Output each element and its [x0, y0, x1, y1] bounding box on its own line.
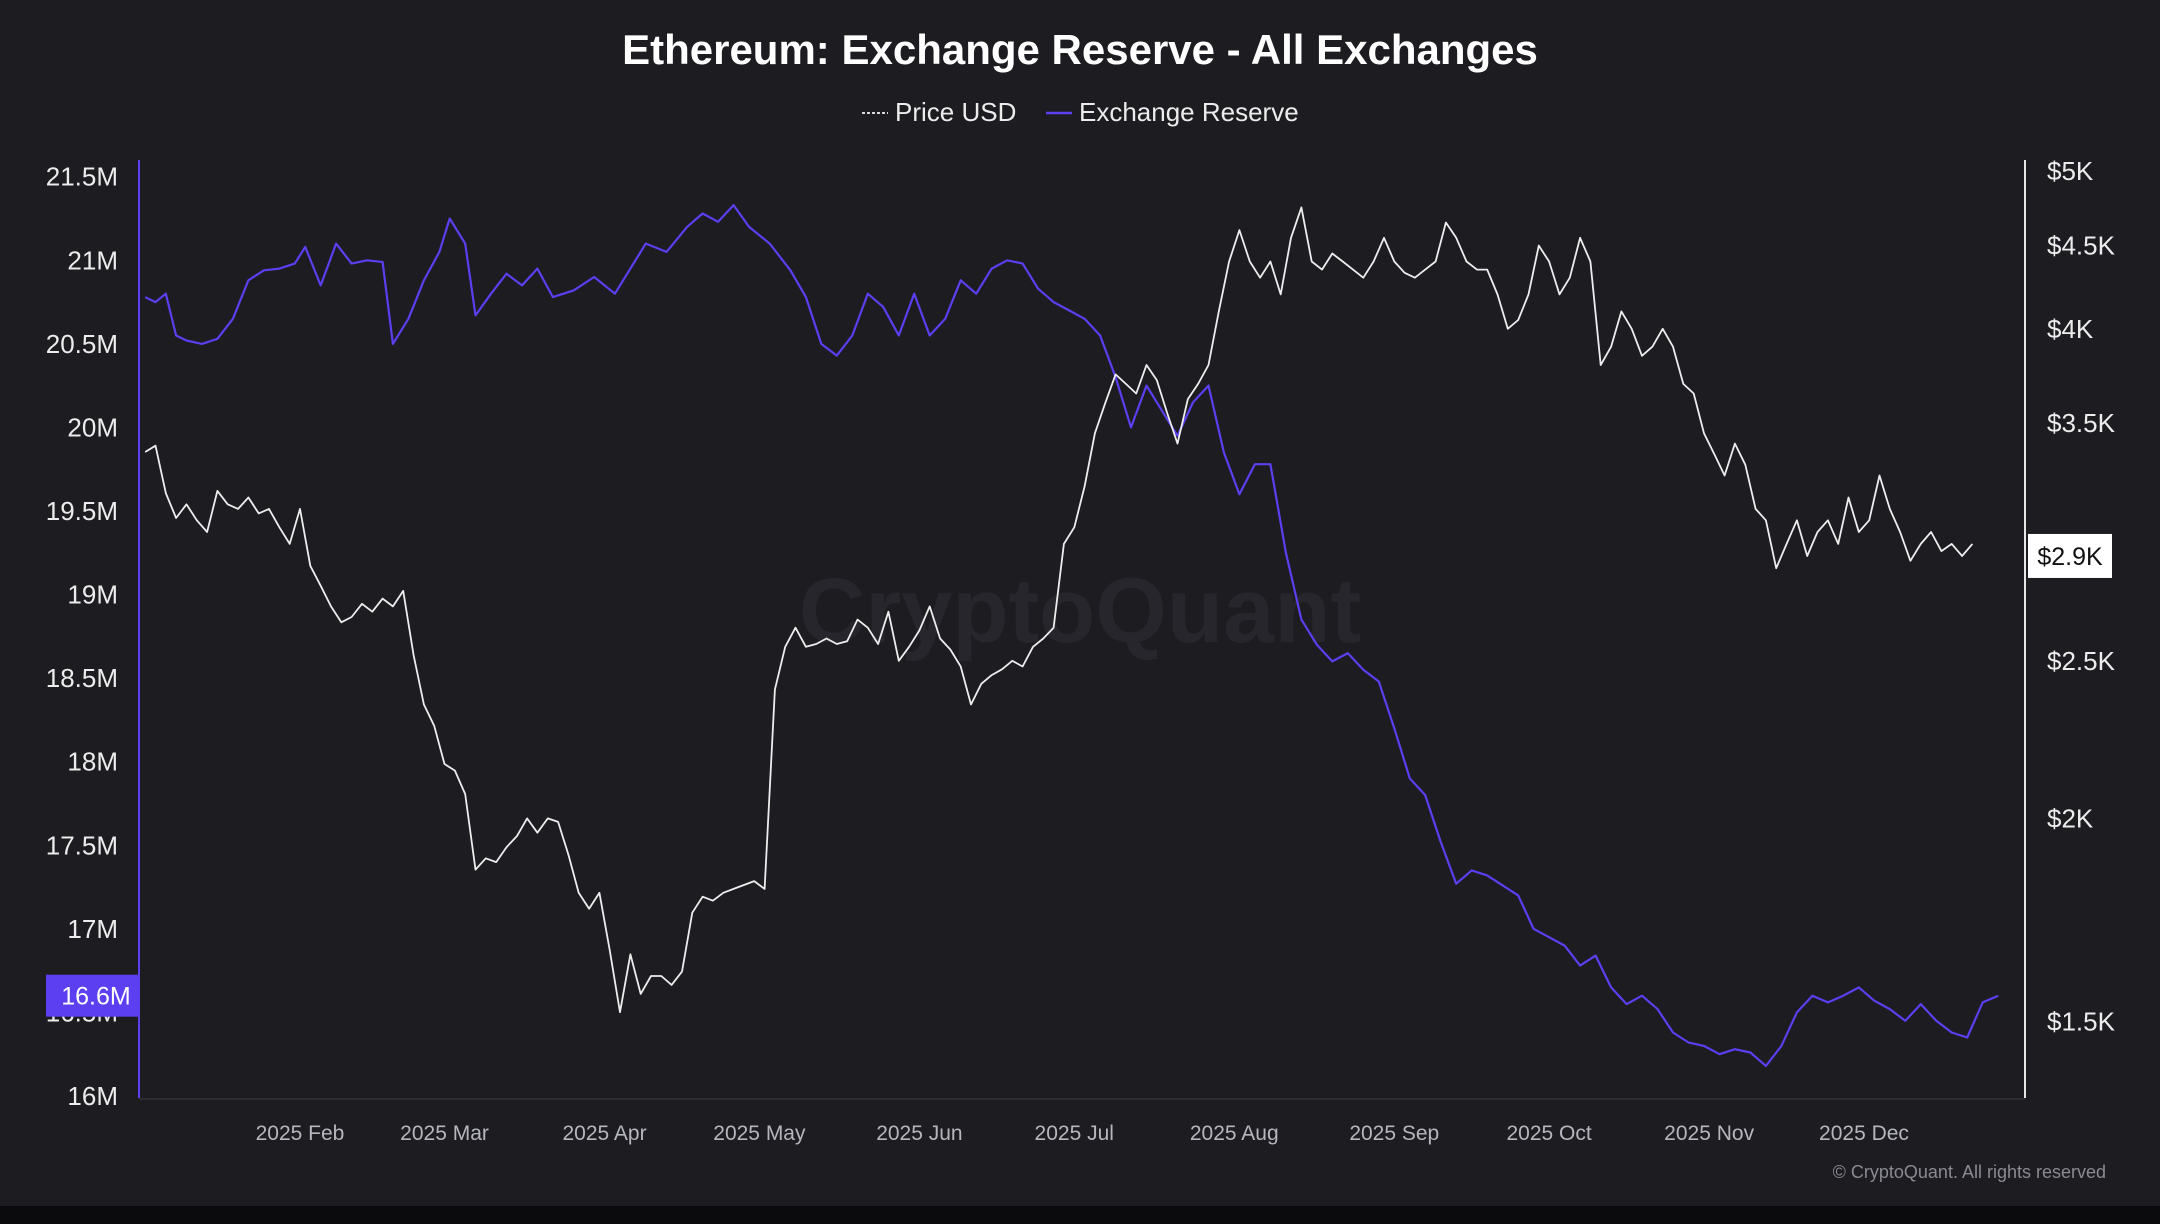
x-tick-label: 2025 Feb — [256, 1122, 345, 1145]
right-axis-ticks: $5K $4.5K $4K $3.5K $2.5K $2K $1.5K — [2047, 156, 2116, 1036]
right-tick-label: $2.5K — [2047, 646, 2116, 676]
right-tick-label: $4K — [2047, 314, 2094, 344]
chart-watermark: CryptoQuant — [799, 560, 1361, 662]
x-tick-label: 2025 Sep — [1349, 1122, 1439, 1145]
series-line-price-usd[interactable] — [144, 206, 1974, 1014]
chart-title: Ethereum: Exchange Reserve - All Exchang… — [622, 26, 1538, 73]
left-axis-ticks: 21.5M 21M 20.5M 20M 19.5M 19M 18.5M 18M 17.5M 17M… — [46, 162, 118, 1111]
left-current-value-badge: 16.6M — [46, 974, 138, 1017]
right-current-value-badge: $2.9K — [2028, 533, 2112, 578]
right-tick-label: $1.5K — [2047, 1007, 2116, 1037]
x-tick-label: 2025 Dec — [1819, 1122, 1909, 1145]
x-axis-ticks: 2025 Feb 2025 Mar 2025 Apr 2025 May 2025 Jun… — [256, 1122, 1909, 1145]
left-tick-label: 16M — [67, 1081, 118, 1111]
bottom-strip — [0, 1206, 2160, 1224]
legend-label-price[interactable]: Price USD — [895, 97, 1016, 127]
x-tick-label: 2025 Oct — [1507, 1122, 1592, 1145]
left-tick-label: 20.5M — [46, 329, 118, 359]
left-tick-label: 21M — [67, 245, 118, 275]
series-line-exchange-reserve[interactable] — [144, 204, 1999, 1067]
x-tick-label: 2025 Apr — [563, 1122, 647, 1145]
left-tick-label: 18M — [67, 747, 118, 777]
left-tick-label: 21.5M — [46, 162, 118, 192]
legend-label-reserve[interactable]: Exchange Reserve — [1079, 97, 1299, 127]
x-tick-label: 2025 Nov — [1664, 1122, 1754, 1145]
right-tick-label: $4.5K — [2047, 231, 2116, 261]
left-tick-label: 17M — [67, 914, 118, 944]
left-current-value-label: 16.6M — [61, 983, 130, 1011]
right-tick-label: $2K — [2047, 803, 2094, 833]
x-tick-label: 2025 Mar — [400, 1122, 489, 1145]
copyright-credit: © CryptoQuant. All rights reserved — [1833, 1162, 2106, 1182]
x-tick-label: 2025 May — [713, 1122, 806, 1145]
x-tick-label: 2025 Aug — [1190, 1122, 1279, 1145]
left-tick-label: 17.5M — [46, 830, 118, 860]
x-tick-label: 2025 Jun — [876, 1122, 962, 1145]
right-current-value-label: $2.9K — [2037, 543, 2103, 571]
right-tick-label: $3.5K — [2047, 408, 2116, 438]
left-tick-label: 19.5M — [46, 496, 118, 526]
left-tick-label: 19M — [67, 580, 118, 610]
left-tick-label: 18.5M — [46, 663, 118, 693]
chart-legend: Price USD Exchange Reserve — [862, 97, 1299, 127]
right-tick-label: $5K — [2047, 156, 2094, 186]
left-tick-label: 20M — [67, 412, 118, 442]
x-tick-label: 2025 Jul — [1035, 1122, 1114, 1145]
